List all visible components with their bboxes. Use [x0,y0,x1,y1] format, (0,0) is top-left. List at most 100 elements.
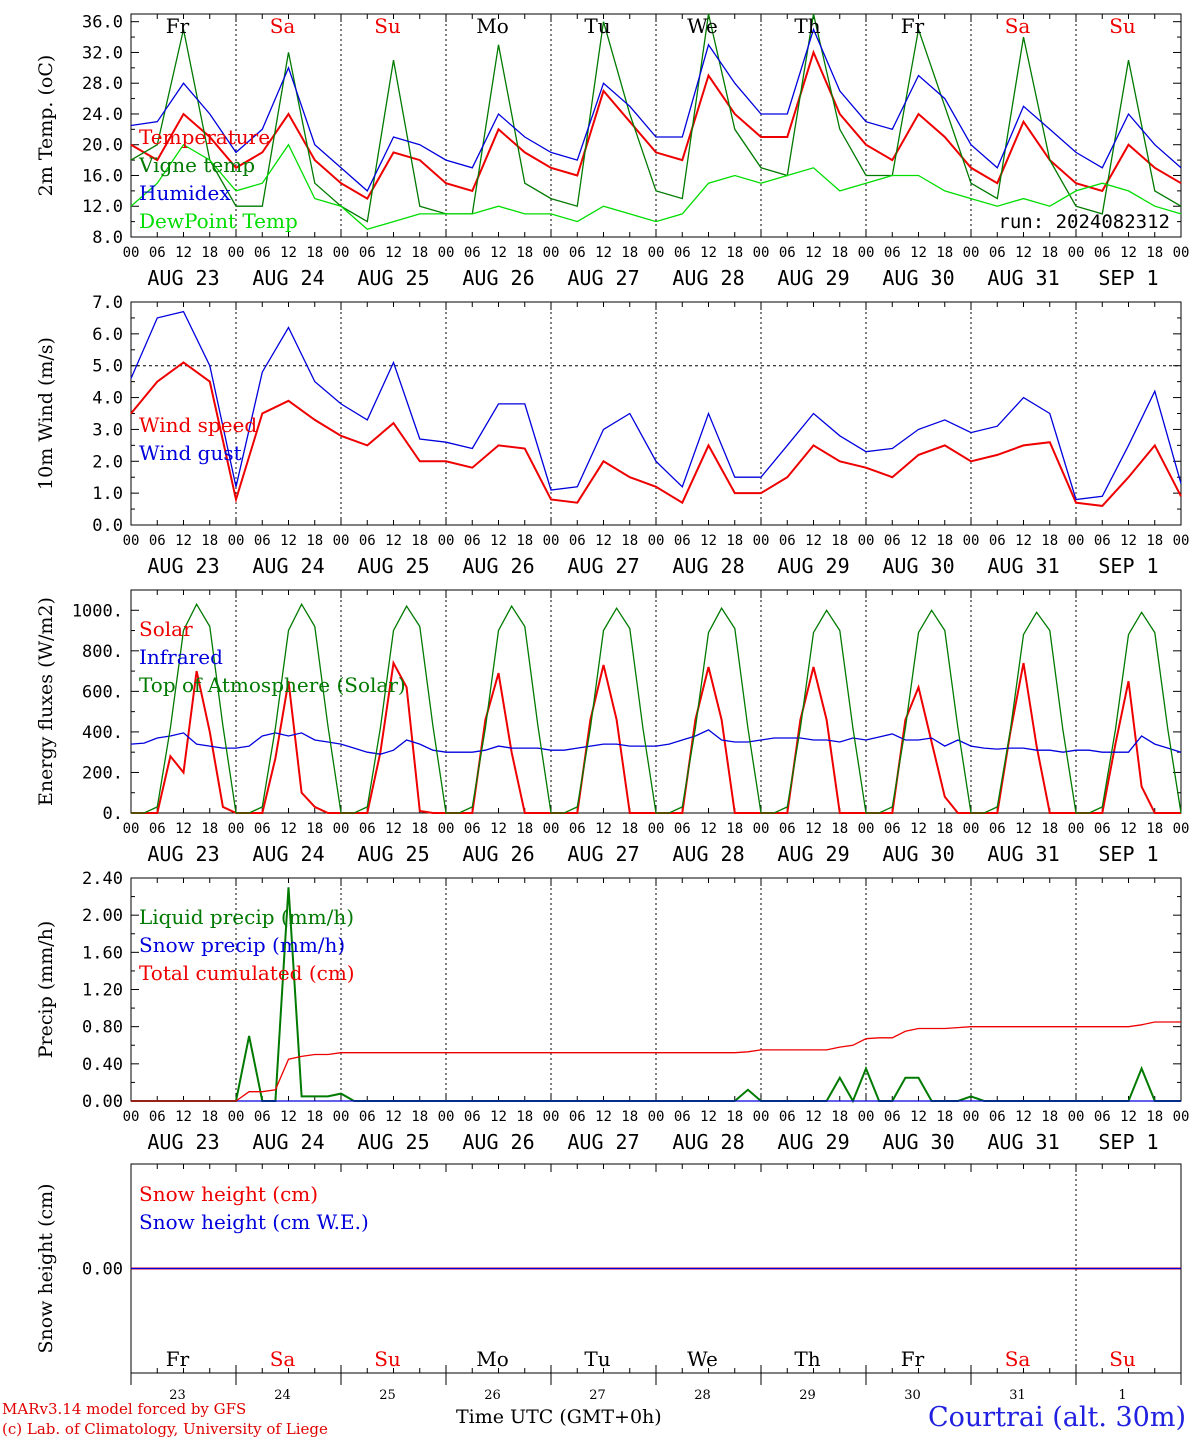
hour-tick-label: 00 [1068,1109,1085,1125]
hour-tick-label: 00 [543,245,560,261]
date-label: AUG 31 [987,1130,1059,1154]
legend-entry: Snow precip (mm/h) [139,933,345,957]
day-name-bottom: We [687,1347,718,1371]
bottom-day-number: 28 [694,1388,711,1403]
hour-tick-label: 18 [726,1109,743,1125]
y-tick-label: 7.0 [92,293,123,313]
hour-tick-label: 12 [700,1109,717,1125]
hour-tick-label: 18 [306,1109,323,1125]
date-label: AUG 29 [777,554,849,578]
date-label: AUG 30 [882,842,954,866]
hour-tick-label: 06 [1094,245,1111,261]
date-label: AUG 29 [777,266,849,290]
y-tick-label: 1.0 [92,484,123,504]
y-tick-label: 1.60 [82,943,123,963]
date-label: AUG 25 [357,554,429,578]
y-tick-label: 16.0 [82,166,123,186]
legend-entry: Humidex [139,181,231,205]
date-label: SEP 1 [1098,1130,1158,1154]
hour-tick-label: 06 [149,533,166,549]
hour-tick-label: 06 [884,245,901,261]
hour-tick-label: 06 [674,533,691,549]
date-label: AUG 28 [672,842,744,866]
y-tick-label: 4.0 [92,389,123,409]
hour-tick-label: 06 [779,1109,796,1125]
y-tick-label: 6.0 [92,325,123,345]
hour-tick-label: 12 [175,1109,192,1125]
date-label: AUG 29 [777,842,849,866]
hour-tick-label: 12 [1120,1109,1137,1125]
hour-tick-label: 18 [201,1109,218,1125]
hour-tick-label: 06 [989,245,1006,261]
hour-tick-label: 00 [648,245,665,261]
legend-entry: Liquid precip (mm/h) [139,905,354,929]
y-tick-label: 2.0 [92,452,123,472]
hour-tick-label: 00 [438,533,455,549]
hour-tick-label: 00 [333,245,350,261]
day-name-top: Sa [270,14,296,38]
y-tick-label: 200. [82,763,123,783]
hour-tick-label: 06 [1094,533,1111,549]
y-axis-label: Energy fluxes (W/m2) [35,597,57,806]
day-name-bottom: Fr [901,1347,925,1371]
hour-tick-label: 18 [936,821,953,837]
hour-tick-label: 06 [464,821,481,837]
bottom-day-number: 1 [1118,1388,1126,1403]
day-name-top: Th [794,14,820,38]
series-line-wind-gust [130,310,1182,501]
hour-tick-label: 06 [884,821,901,837]
hour-tick-label: 18 [831,1109,848,1125]
day-name-top: Su [374,14,401,38]
date-label: AUG 26 [462,1130,534,1154]
date-label: AUG 26 [462,554,534,578]
hour-tick-label: 18 [831,245,848,261]
bottom-day-number: 30 [904,1388,921,1403]
legend-entry: Infrared [139,645,223,669]
date-label: AUG 30 [882,1130,954,1154]
y-tick-label: 1.20 [82,981,123,1001]
hour-tick-label: 12 [910,821,927,837]
y-tick-label: 0.00 [82,1092,123,1112]
hour-tick-label: 00 [333,1109,350,1125]
hour-tick-label: 00 [228,821,245,837]
hour-tick-label: 06 [359,533,376,549]
hour-tick-label: 06 [569,533,586,549]
day-name-bottom: Sa [270,1347,296,1371]
hour-tick-label: 12 [805,245,822,261]
bottom-day-number: 26 [484,1388,501,1403]
hour-tick-label: 06 [989,533,1006,549]
hour-tick-label: 00 [1173,1109,1190,1125]
date-label: SEP 1 [1098,554,1158,578]
y-tick-label: 800. [82,642,123,662]
hour-tick-label: 18 [726,245,743,261]
day-name-bottom: Th [794,1347,820,1371]
hour-tick-label: 00 [753,1109,770,1125]
hour-tick-label: 12 [490,821,507,837]
hour-tick-label: 00 [1068,245,1085,261]
hour-tick-label: 00 [648,1109,665,1125]
hour-tick-label: 06 [149,245,166,261]
bottom-day-number: 24 [274,1388,291,1403]
hour-tick-label: 00 [1173,821,1190,837]
hour-tick-label: 00 [963,245,980,261]
date-label: AUG 30 [882,266,954,290]
hour-tick-label: 18 [306,245,323,261]
hour-tick-label: 18 [1041,533,1058,549]
hour-tick-label: 06 [989,1109,1006,1125]
series-line-temperature [130,49,1182,200]
date-label: AUG 23 [147,842,219,866]
date-label: SEP 1 [1098,266,1158,290]
hour-tick-label: 18 [201,245,218,261]
bottom-day-number: 25 [379,1388,396,1403]
hour-tick-label: 12 [805,533,822,549]
y-tick-label: 0.00 [82,1260,123,1280]
hour-tick-label: 12 [1015,1109,1032,1125]
hour-tick-label: 12 [385,245,402,261]
hour-tick-label: 18 [1146,533,1163,549]
date-label: AUG 28 [672,1130,744,1154]
hour-tick-label: 06 [569,245,586,261]
hour-tick-label: 00 [753,821,770,837]
date-label: AUG 31 [987,266,1059,290]
legend-entry: Total cumulated (cm) [139,961,355,985]
hour-tick-label: 00 [1173,245,1190,261]
